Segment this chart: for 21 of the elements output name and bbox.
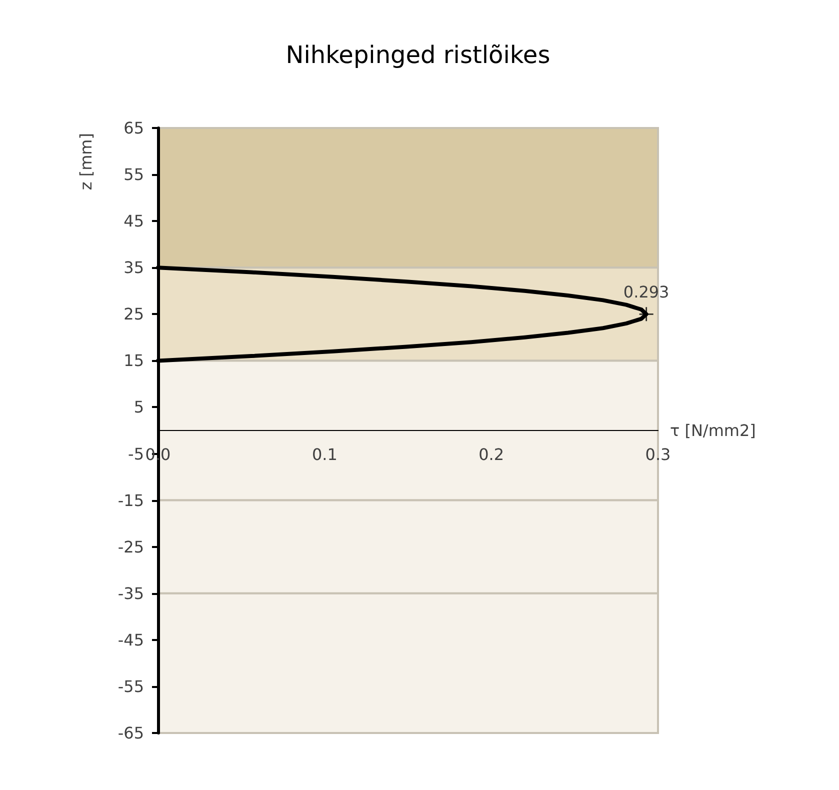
y-tick-label: 35 [124, 258, 144, 278]
y-tick-label: 55 [124, 165, 144, 184]
y-tick-label: -25 [118, 537, 144, 556]
x-tick-label: 0.1 [312, 445, 338, 464]
y-tick-label: 45 [124, 212, 144, 231]
y-tick-label: -65 [118, 724, 144, 742]
y-tick-label: 15 [124, 351, 144, 370]
annotation: 0.293 [623, 282, 670, 302]
y-tick-label: -35 [118, 584, 144, 603]
x-tick-label: 0.2 [478, 445, 504, 464]
x-axis-title: τ [N/mm2] [670, 421, 756, 440]
y-tick-label: -45 [118, 630, 144, 650]
x-tick-label: 0.3 [645, 445, 671, 464]
chart-title: Nihkepinged ristlõikes [286, 41, 550, 69]
y-tick-label: 65 [124, 118, 144, 138]
y-tick-label: 5 [134, 398, 144, 417]
y-tick-label: -5 [128, 444, 144, 464]
y-axis-title: z [mm] [76, 133, 96, 190]
y-tick-label: 25 [124, 304, 144, 324]
y-tick-label: -55 [118, 676, 144, 696]
y-tick-label: -15 [118, 490, 144, 510]
